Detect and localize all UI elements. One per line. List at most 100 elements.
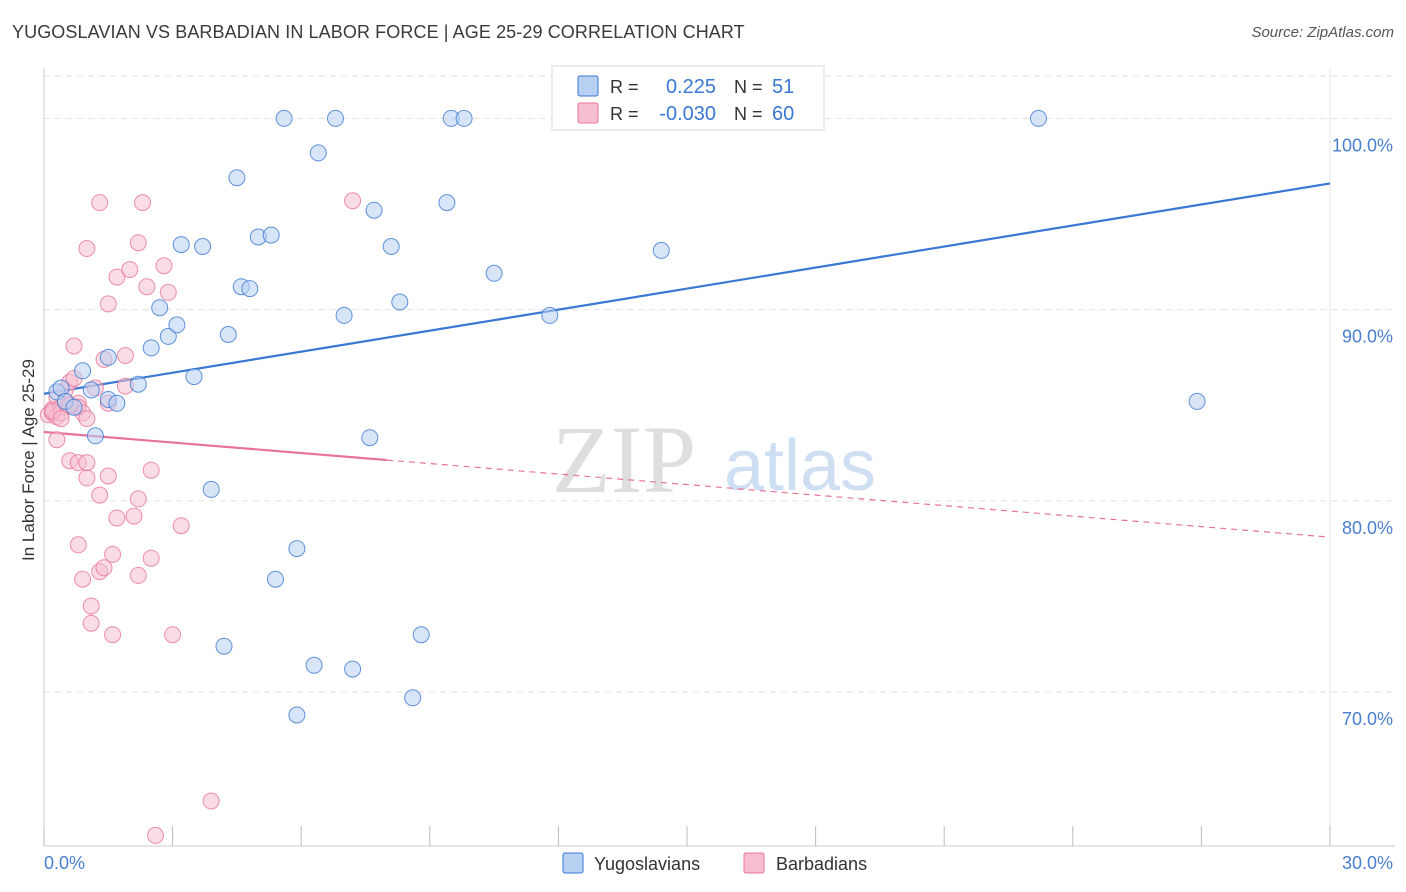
trendline-yugoslavians (43, 182, 1331, 395)
point-barbadians (74, 570, 92, 588)
point-barbadians (82, 597, 100, 615)
point-yugoslavians (219, 326, 237, 343)
point-barbadians (164, 626, 182, 644)
point-barbadians (78, 410, 96, 428)
point-yugoslavians (241, 280, 259, 298)
point-yugoslavians (185, 368, 203, 386)
y-tick-label: 70.0% (1342, 709, 1393, 729)
point-yugoslavians (151, 299, 169, 317)
points-layer (39, 109, 1206, 844)
stats-n-label-2: N = (734, 104, 763, 124)
point-yugoslavians (262, 226, 280, 244)
point-yugoslavians (1188, 392, 1206, 410)
source-credit: Source: ZipAtlas.com (1251, 24, 1394, 41)
legend-label-yugoslavians: Yugoslavians (594, 854, 700, 874)
point-barbadians (138, 278, 156, 296)
point-yugoslavians (305, 656, 323, 674)
legend-swatch-barbadians (743, 852, 765, 874)
point-barbadians (108, 509, 126, 527)
point-barbadians (155, 257, 173, 275)
stats-r-label-1: R = (610, 77, 639, 97)
point-yugoslavians (335, 306, 353, 324)
point-barbadians (99, 467, 117, 485)
legend-swatch-yugoslavians (562, 852, 584, 874)
point-yugoslavians (404, 689, 422, 707)
point-yugoslavians (455, 109, 473, 127)
x-tick-label-end: 30.0% (1342, 853, 1393, 873)
stats-r-value-1: 0.225 (666, 76, 716, 98)
point-barbadians (65, 337, 83, 355)
point-yugoslavians (288, 706, 306, 724)
x-tick-label-start: 0.0% (44, 853, 85, 873)
point-yugoslavians (228, 169, 246, 187)
point-barbadians (129, 490, 147, 508)
point-barbadians (78, 469, 96, 487)
point-yugoslavians (288, 540, 306, 558)
y-axis-label: In Labor Force | Age 25-29 (19, 359, 38, 561)
point-barbadians (172, 517, 190, 535)
stats-n-label-1: N = (734, 77, 763, 97)
stats-swatch-blue (577, 75, 599, 97)
stats-box: R = 0.225 N = 51 R = -0.030 N = 60 (551, 65, 825, 131)
y-tick-label: 90.0% (1342, 327, 1393, 347)
point-yugoslavians (485, 264, 503, 282)
point-yugoslavians (108, 394, 126, 412)
point-yugoslavians (541, 306, 559, 324)
point-barbadians (91, 194, 109, 212)
stats-r-value-2: -0.030 (659, 103, 716, 125)
point-yugoslavians (365, 201, 383, 219)
point-yugoslavians (215, 637, 233, 655)
point-barbadians (91, 486, 109, 504)
point-yugoslavians (1030, 109, 1047, 127)
point-yugoslavians (438, 194, 456, 212)
y-tick-label: 100.0% (1332, 135, 1393, 155)
point-yugoslavians (391, 293, 409, 311)
point-barbadians (82, 614, 100, 632)
point-yugoslavians (267, 570, 284, 588)
chart-title: YUGOSLAVIAN VS BARBADIAN IN LABOR FORCE … (12, 22, 745, 42)
point-yugoslavians (361, 429, 379, 447)
legend: Yugoslavians Barbadians (562, 852, 867, 874)
point-barbadians (142, 461, 160, 479)
stats-n-value-2: 60 (772, 103, 794, 125)
point-yugoslavians (344, 660, 362, 678)
axes-layer: 100.0% 90.0% 80.0% 70.0% 0.0% 30.0% (43, 68, 1395, 873)
point-barbadians (78, 240, 96, 257)
stats-swatch-pink (577, 102, 599, 124)
point-yugoslavians (159, 327, 177, 345)
y-tick-label: 80.0% (1342, 518, 1393, 538)
point-yugoslavians (275, 109, 293, 127)
point-barbadians (116, 347, 134, 364)
point-barbadians (142, 549, 160, 567)
point-barbadians (129, 234, 147, 252)
legend-label-barbadians: Barbadians (776, 854, 867, 874)
point-yugoslavians (327, 109, 344, 127)
point-yugoslavians (129, 375, 147, 393)
point-barbadians (48, 431, 66, 449)
point-barbadians (134, 194, 152, 212)
point-barbadians (78, 454, 96, 472)
stats-n-value-1: 51 (772, 76, 794, 98)
watermark-atlas: atlas (724, 426, 876, 506)
stats-r-label-2: R = (610, 104, 639, 124)
point-barbadians (129, 566, 147, 584)
trend-layer (43, 182, 1331, 538)
point-yugoslavians (202, 480, 220, 498)
point-yugoslavians (86, 427, 104, 445)
point-barbadians (108, 268, 126, 286)
point-yugoslavians (168, 316, 186, 334)
grid-layer (44, 75, 1395, 693)
point-yugoslavians (382, 238, 400, 255)
point-yugoslavians (652, 241, 670, 259)
point-barbadians (52, 410, 70, 428)
point-barbadians (95, 559, 113, 577)
point-barbadians (99, 295, 117, 313)
point-yugoslavians (412, 626, 430, 644)
point-yugoslavians (99, 348, 117, 366)
point-yugoslavians (172, 236, 190, 254)
point-barbadians (202, 792, 220, 810)
point-yugoslavians (142, 339, 160, 357)
watermark: ZIP atlas (552, 406, 876, 513)
point-barbadians (125, 507, 143, 525)
